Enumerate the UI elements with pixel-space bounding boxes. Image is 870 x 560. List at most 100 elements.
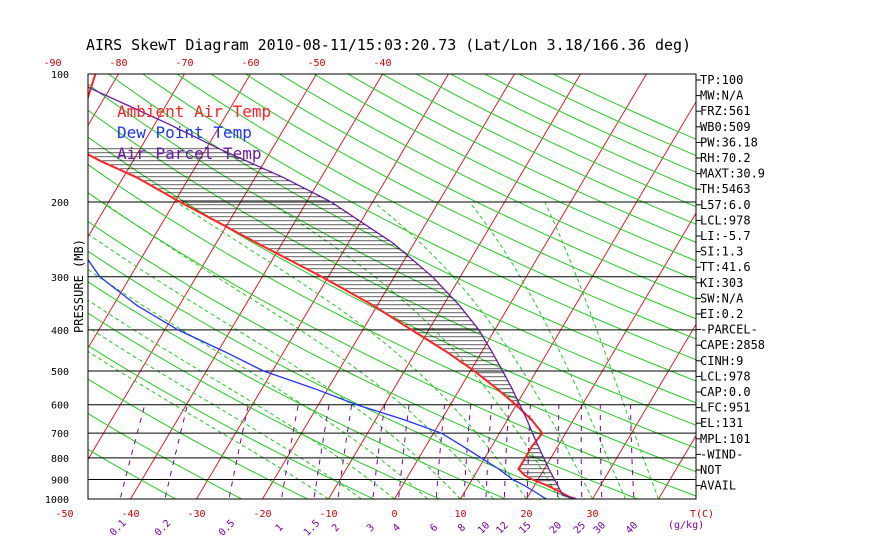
index-entry: PW:36.18 — [700, 135, 758, 149]
moist-adiabat-line — [88, 299, 395, 499]
mixing-ratio-line — [398, 404, 410, 499]
pressure-tick-label: 500 — [51, 367, 69, 378]
isotherm-line — [592, 323, 696, 499]
index-entry: CINH:9 — [700, 354, 743, 368]
mixing-ratio-tick-label: 12 — [494, 520, 510, 536]
dry-adiabat-line — [88, 220, 640, 499]
legend-air-parcel-temp: Air Parcel Temp — [117, 144, 262, 163]
mixing-ratio-tick-label: 30 — [592, 520, 608, 536]
dry-adiabat-line — [88, 378, 309, 499]
mixing-ratio-tick-label: 0.2 — [153, 518, 174, 539]
pressure-tick-label: 1000 — [45, 495, 69, 506]
index-entry: EI:0.2 — [700, 307, 743, 321]
bottom-temperature-tick-label: -30 — [187, 509, 205, 520]
dew-point-temp-line — [88, 258, 547, 499]
isotherm-line — [0, 74, 53, 499]
dry-adiabat-line — [517, 74, 696, 157]
index-entry: AVAIL — [700, 479, 736, 493]
dry-adiabat-line — [244, 74, 696, 300]
index-entry: TT:41.6 — [700, 260, 751, 274]
dry-adiabat-line — [88, 312, 442, 499]
mixing-ratio-tick-label: 15 — [517, 520, 533, 536]
index-entry: MAXT:30.9 — [700, 167, 765, 181]
isotherm-line — [196, 74, 449, 499]
moist-adiabat-line — [102, 201, 494, 499]
top-temperature-ticks: -120-110-100-90-80-70-60-50-40 — [43, 58, 391, 69]
dry-adiabat-line — [88, 192, 696, 497]
index-entry: EL:131 — [700, 416, 743, 430]
bottom-temperature-ticks: -50 -40 -30 -20 -10 0 10 20 30 — [55, 509, 598, 520]
top-temperature-tick-label: -80 — [109, 58, 127, 69]
isotherm-line — [328, 74, 581, 499]
bottom-temperature-tick-label: -10 — [319, 509, 337, 520]
plot-area — [0, 74, 696, 499]
isobar-lines — [88, 74, 696, 499]
index-entry: MPL:101 — [700, 432, 751, 446]
index-entry: CAP:0.0 — [700, 385, 751, 399]
top-temperature-tick-label: -90 — [43, 58, 61, 69]
isotherm-line — [88, 74, 251, 350]
dry-adiabat-line — [88, 164, 696, 473]
bottom-temperature-tick-label: -50 — [55, 509, 73, 520]
mixing-ratio-tick-label: 0.1 — [108, 518, 129, 539]
mixing-ratio-tick-label: 8 — [456, 522, 468, 534]
mixing-ratio-tick-label: 6 — [428, 522, 440, 534]
mixing-ratio-tick-label: 20 — [548, 520, 564, 536]
pressure-tick-label: 200 — [51, 198, 69, 209]
index-entry: FRZ:561 — [700, 104, 751, 118]
mixing-ratio-line — [119, 404, 146, 499]
pressure-tick-label: 300 — [51, 273, 69, 284]
mixing-ratio-line — [557, 404, 560, 499]
dry-adiabat-line — [278, 74, 696, 281]
mixing-ratio-tick-label: 0.5 — [217, 518, 238, 539]
moist-adiabat-line — [544, 201, 659, 499]
index-entry: TP:100 — [700, 73, 743, 87]
mixing-ratio-line — [228, 404, 249, 499]
legend-dew-point-temp: Dew Point Temp — [117, 123, 252, 142]
top-temperature-tick-label: -60 — [241, 58, 259, 69]
mixing-ratio-tick-label: 1.5 — [302, 518, 323, 539]
mixing-ratio-line — [313, 404, 330, 499]
mixing-ratio-tick-label: 4 — [391, 522, 403, 534]
index-entry: CAPE:2858 — [700, 338, 765, 352]
mixing-ratio-tick-label: 10 — [476, 520, 492, 536]
air-parcel-temp-line — [88, 86, 577, 499]
dry-adiabat-line — [88, 344, 375, 499]
dry-adiabat-line — [551, 74, 696, 140]
legend-ambient-air-temp: Ambient Air Temp — [117, 102, 271, 121]
mixing-ratio-line — [372, 404, 386, 499]
dry-adiabat-line — [415, 74, 696, 208]
index-entry: SI:1.3 — [700, 245, 743, 259]
dry-adiabat-line — [381, 74, 696, 225]
index-entry: TH:5463 — [700, 182, 751, 196]
dry-adiabat-line — [141, 74, 696, 361]
cape-outline — [77, 149, 560, 490]
dry-adiabat-line — [107, 74, 696, 382]
dry-adiabat-line — [483, 74, 696, 173]
isotherm-line — [460, 100, 696, 499]
pressure-tick-labels: 100 200 300 400 500 600 700 800 900 1000 — [45, 70, 69, 506]
moist-adiabat-line — [176, 201, 527, 499]
dry-adiabat-line — [449, 74, 696, 190]
index-entry: LCL:978 — [700, 369, 751, 383]
bottom-temperature-tick-label: 0 — [391, 509, 397, 520]
bottom-temperature-tick-label: 20 — [520, 509, 532, 520]
dry-adiabat-line — [210, 74, 696, 320]
index-entry: SW:N/A — [700, 291, 744, 305]
index-entry: L57:6.0 — [700, 198, 751, 212]
legend: Ambient Air Temp Dew Point Temp Air Parc… — [117, 102, 271, 163]
dry-adiabat-line — [346, 74, 696, 243]
plot-frame — [87, 73, 697, 500]
bottom-temperature-tick-label: 30 — [586, 509, 598, 520]
mixing-ratio-lines — [119, 404, 635, 499]
mixing-ratio-line — [164, 404, 188, 499]
pressure-tick-label: 700 — [51, 429, 69, 440]
x-axis-label: T(C) — [690, 509, 714, 520]
isotherm-line — [526, 212, 696, 499]
bottom-temperature-tick-label: -20 — [253, 509, 271, 520]
mixing-ratio-tick-label: 40 — [624, 520, 640, 536]
dry-adiabat-line — [88, 83, 696, 404]
dry-adiabat-line — [88, 412, 243, 499]
